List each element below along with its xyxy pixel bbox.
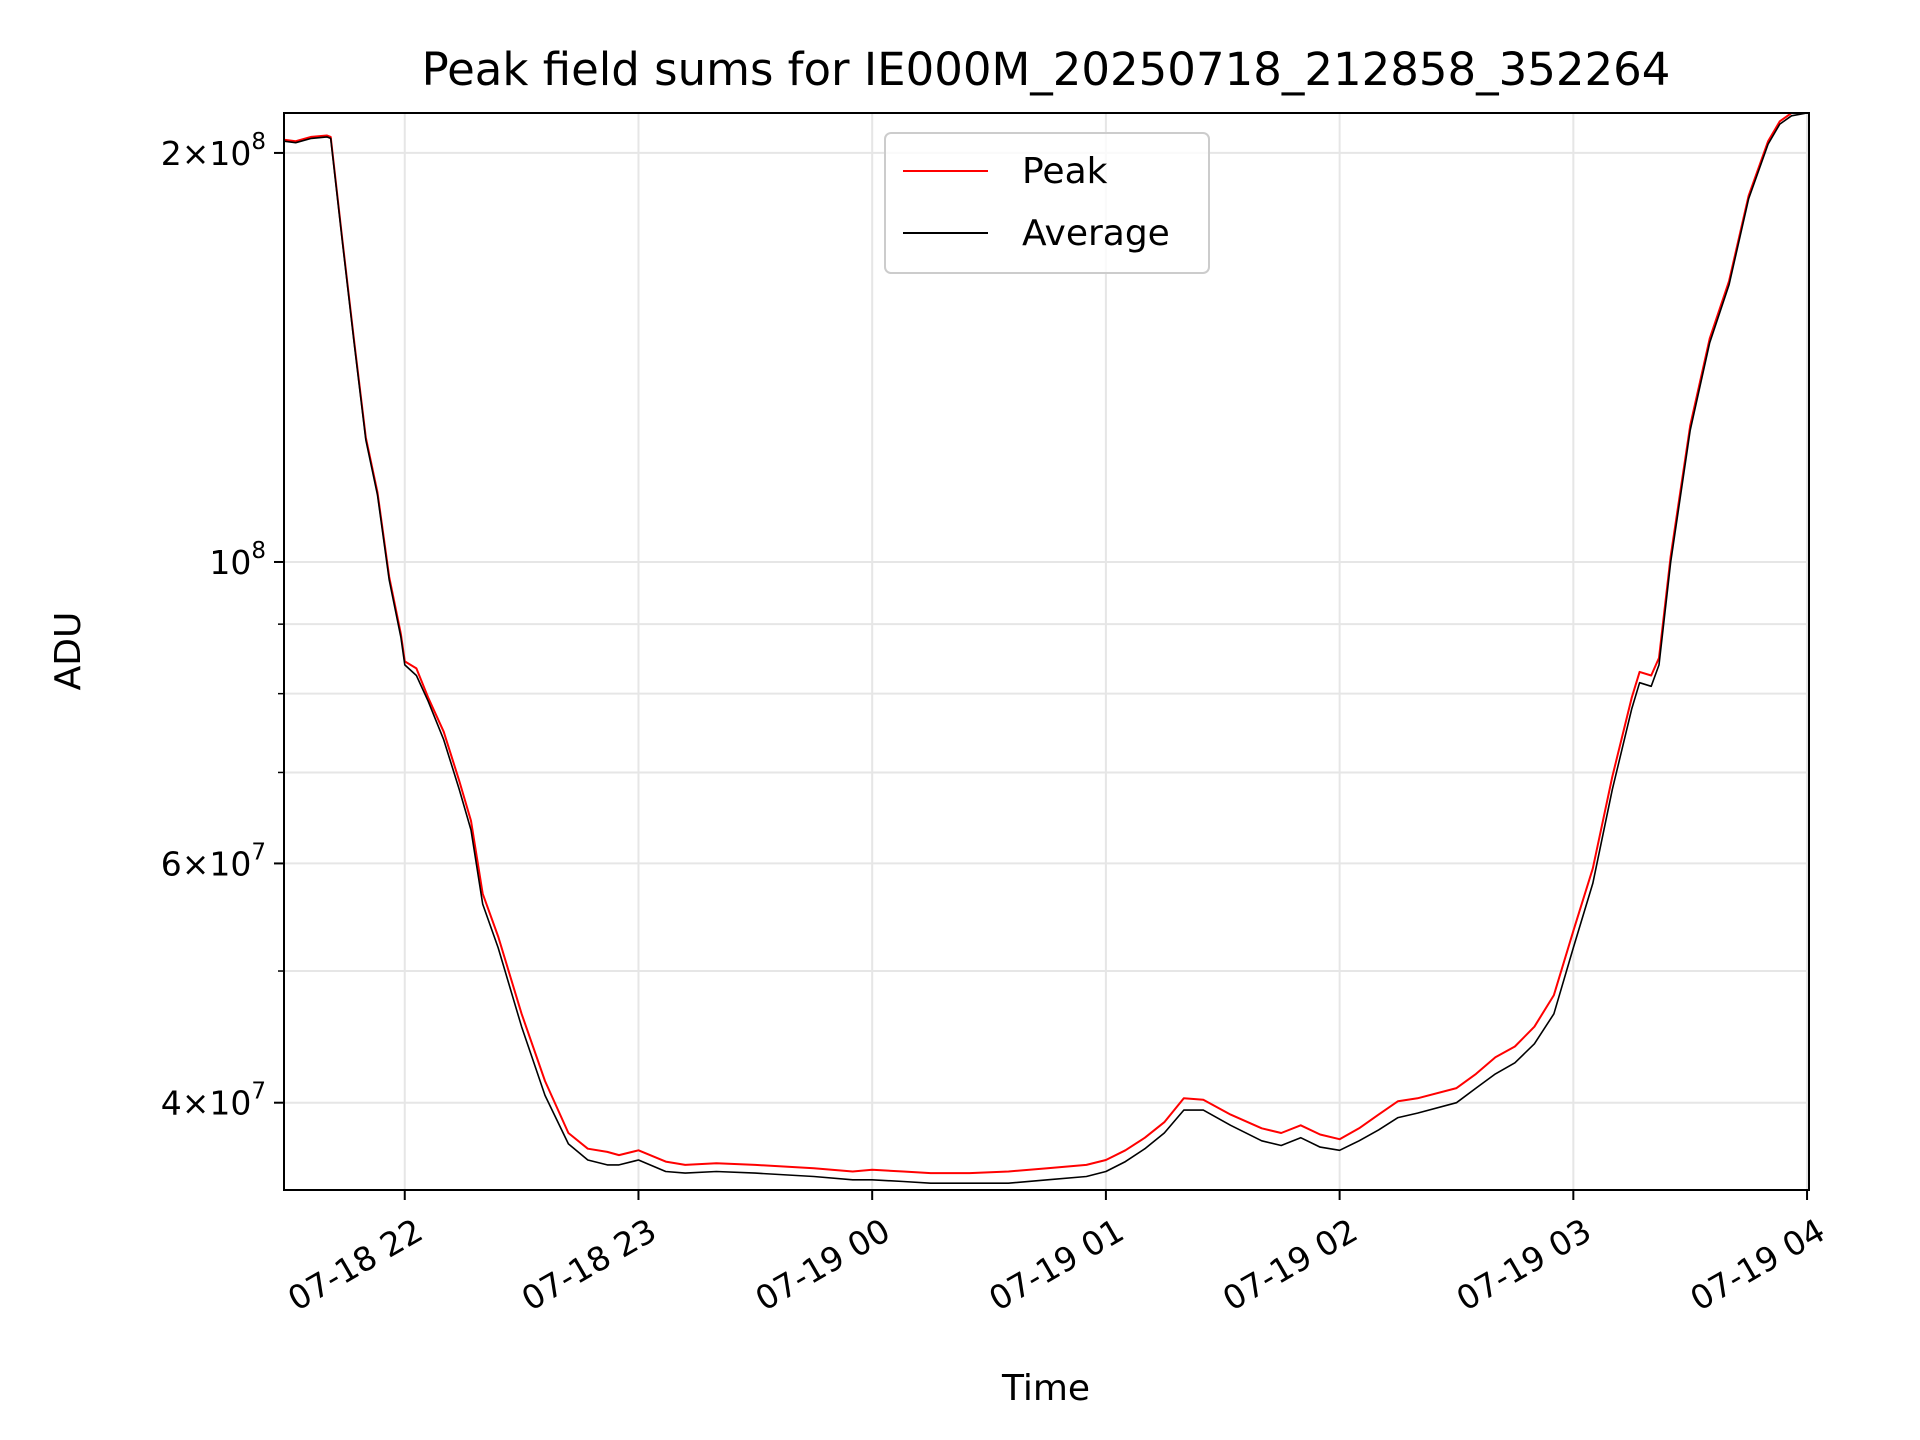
y-tick-label: 108 bbox=[209, 538, 266, 582]
y-axis: 4×107 6×107 108 2×108 bbox=[161, 129, 284, 1123]
x-axis-label: Time bbox=[1001, 1368, 1090, 1409]
chart-title: Peak field sums for IE000M_20250718_2128… bbox=[422, 43, 1671, 96]
y-tick-label: 2×108 bbox=[161, 129, 266, 173]
plot-area bbox=[284, 113, 1808, 1184]
y-tick-label: 4×107 bbox=[161, 1079, 266, 1123]
average-series-line bbox=[284, 113, 1808, 1184]
y-axis-label: ADU bbox=[48, 612, 89, 691]
legend-label-average: Average bbox=[1022, 213, 1170, 254]
legend-label-peak: Peak bbox=[1022, 151, 1108, 192]
axes-frame bbox=[283, 112, 1810, 1191]
legend-box bbox=[884, 132, 1210, 274]
legend: Peak Average bbox=[884, 132, 1210, 274]
y-tick-label: 6×107 bbox=[161, 839, 266, 883]
series-layer bbox=[284, 113, 1808, 1184]
peak-series-line bbox=[284, 113, 1803, 1175]
